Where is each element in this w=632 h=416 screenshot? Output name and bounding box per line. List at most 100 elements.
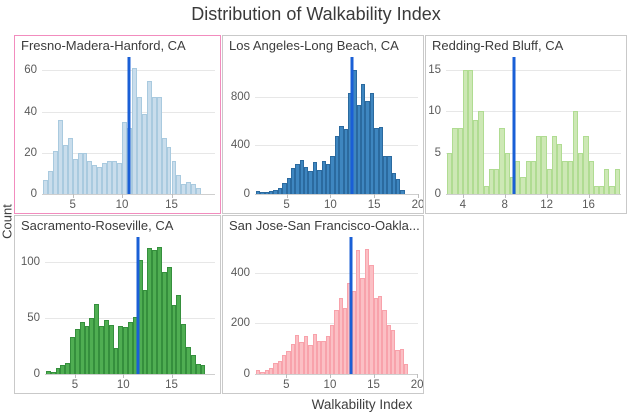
histogram-bar[interactable]	[343, 308, 348, 374]
histogram-bar[interactable]	[504, 152, 510, 194]
histogram-bar[interactable]	[108, 324, 114, 374]
panel-fresno-madera-hanford[interactable]: Fresno-Madera-Hanford, CA 0 20 40 60 5 10 15	[14, 35, 221, 214]
histogram-bar[interactable]	[593, 185, 599, 194]
histogram-bar[interactable]	[396, 179, 401, 194]
histogram-bar[interactable]	[79, 321, 85, 374]
histogram-bar[interactable]	[321, 161, 326, 194]
histogram-bar[interactable]	[277, 361, 282, 374]
histogram-bar[interactable]	[113, 348, 119, 374]
histogram-bar[interactable]	[176, 175, 182, 194]
histogram-bar[interactable]	[400, 190, 405, 194]
histogram-bar[interactable]	[264, 370, 269, 374]
histogram-bar[interactable]	[255, 190, 261, 194]
histogram-bar[interactable]	[60, 365, 66, 374]
histogram-bar[interactable]	[567, 160, 573, 194]
histogram-bar[interactable]	[282, 183, 287, 194]
histogram-bar[interactable]	[92, 165, 98, 194]
histogram-bar[interactable]	[404, 363, 409, 374]
histogram-bar[interactable]	[118, 325, 124, 374]
histogram-bar[interactable]	[112, 161, 118, 194]
histogram-bar[interactable]	[447, 152, 453, 194]
histogram-bar[interactable]	[377, 295, 383, 374]
histogram-bar[interactable]	[360, 277, 365, 374]
histogram-bar[interactable]	[369, 92, 375, 194]
histogram-bar[interactable]	[330, 156, 335, 194]
histogram-bar[interactable]	[382, 309, 387, 374]
histogram-bar[interactable]	[260, 371, 265, 374]
histogram-bar[interactable]	[70, 337, 75, 374]
histogram-bar[interactable]	[494, 169, 500, 194]
histogram-bar[interactable]	[62, 144, 68, 194]
histogram-bar[interactable]	[277, 187, 283, 194]
histogram-bar[interactable]	[325, 336, 330, 374]
histogram-bar[interactable]	[374, 127, 379, 194]
histogram-bar[interactable]	[151, 97, 157, 194]
histogram-bar[interactable]	[195, 363, 201, 374]
histogram-bar[interactable]	[312, 161, 318, 194]
histogram-bar[interactable]	[604, 169, 610, 194]
histogram-bar[interactable]	[286, 351, 291, 374]
histogram-bar[interactable]	[338, 298, 344, 374]
histogram-bar[interactable]	[157, 246, 162, 374]
histogram-bar[interactable]	[190, 355, 196, 374]
histogram-bar[interactable]	[583, 136, 589, 194]
histogram-bar[interactable]	[473, 119, 479, 194]
histogram-bar[interactable]	[295, 334, 300, 374]
histogram-bar[interactable]	[299, 159, 305, 194]
histogram-bar[interactable]	[55, 368, 61, 374]
histogram-bar[interactable]	[488, 169, 495, 194]
histogram-bar[interactable]	[161, 138, 167, 194]
histogram-bar[interactable]	[117, 163, 123, 194]
histogram-bar[interactable]	[312, 333, 317, 374]
histogram-bar[interactable]	[128, 321, 133, 374]
histogram-bar[interactable]	[339, 125, 344, 194]
histogram-bar[interactable]	[483, 185, 489, 194]
histogram-bar[interactable]	[317, 170, 322, 194]
histogram-bar[interactable]	[131, 68, 137, 194]
histogram-bar[interactable]	[268, 367, 274, 374]
histogram-bar[interactable]	[536, 136, 542, 194]
histogram-bar[interactable]	[520, 177, 526, 194]
histogram-bar[interactable]	[399, 348, 405, 374]
histogram-bar[interactable]	[52, 150, 58, 194]
histogram-bar[interactable]	[356, 250, 361, 374]
histogram-bar[interactable]	[614, 169, 620, 194]
histogram-bar[interactable]	[557, 144, 563, 194]
histogram-bar[interactable]	[269, 190, 274, 194]
histogram-bar[interactable]	[171, 161, 177, 194]
histogram-bar[interactable]	[286, 178, 291, 194]
histogram-bar[interactable]	[152, 250, 158, 374]
histogram-bar[interactable]	[551, 136, 558, 194]
histogram-bar[interactable]	[525, 160, 531, 194]
histogram-bar[interactable]	[598, 185, 605, 194]
histogram-bar[interactable]	[42, 179, 48, 194]
histogram-bar[interactable]	[452, 127, 458, 194]
histogram-bar[interactable]	[181, 183, 187, 194]
histogram-bar[interactable]	[373, 298, 378, 374]
histogram-bar[interactable]	[136, 97, 142, 194]
histogram-bar[interactable]	[562, 160, 568, 194]
histogram-bar[interactable]	[530, 160, 537, 194]
histogram-bar[interactable]	[478, 111, 484, 194]
histogram-bar[interactable]	[325, 163, 331, 194]
panel-san-jose-san-francisco-oakland[interactable]: San Jose-San Francisco-Oakla... 0 200 400 5…	[222, 215, 424, 394]
histogram-bar[interactable]	[387, 155, 392, 194]
histogram-bar[interactable]	[67, 138, 73, 194]
histogram-bar[interactable]	[462, 69, 468, 194]
histogram-bar[interactable]	[264, 191, 269, 194]
histogram-bar[interactable]	[303, 336, 309, 374]
histogram-bar[interactable]	[94, 303, 100, 374]
histogram-bar[interactable]	[74, 329, 80, 374]
histogram-bar[interactable]	[378, 127, 383, 194]
histogram-bar[interactable]	[166, 146, 172, 194]
histogram-bar[interactable]	[97, 167, 103, 194]
histogram-bar[interactable]	[65, 362, 71, 374]
histogram-bar[interactable]	[260, 192, 265, 194]
histogram-bar[interactable]	[146, 80, 152, 194]
histogram-bar[interactable]	[273, 362, 278, 374]
histogram-bar[interactable]	[541, 136, 547, 194]
histogram-bar[interactable]	[290, 167, 296, 194]
histogram-bar[interactable]	[334, 309, 339, 374]
histogram-bar[interactable]	[329, 324, 335, 374]
histogram-bar[interactable]	[499, 127, 505, 194]
